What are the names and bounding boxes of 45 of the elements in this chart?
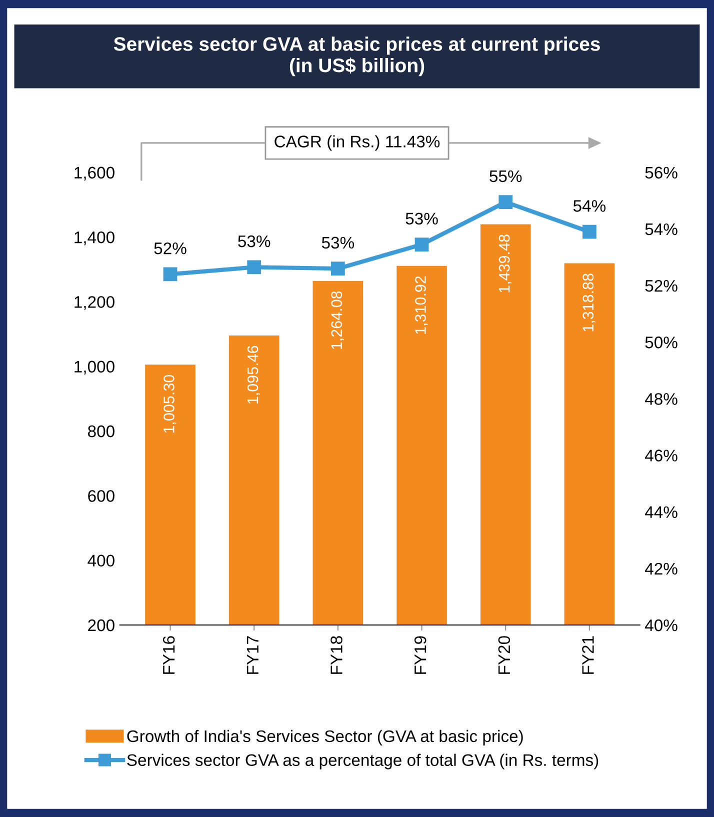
x-tick-label: FY19 (414, 636, 426, 674)
point (582, 224, 596, 239)
x-tick-label: FY20 (498, 636, 510, 674)
data-label: 55% (490, 170, 522, 182)
data-label: 1,318.88 (582, 274, 596, 332)
y2-tick-label: 46% (644, 450, 678, 462)
data-label: 53% (238, 235, 270, 248)
y-tick-label: 800 (88, 425, 114, 438)
y2-tick-label: 48% (644, 393, 678, 405)
point (498, 195, 513, 210)
x-tick-label: FY17 (246, 636, 258, 674)
data-label: 1,310.92 (415, 276, 428, 334)
point (330, 262, 345, 276)
y-tick-label: 400 (88, 554, 114, 567)
y2-tick-label: 44% (644, 506, 678, 518)
x-tick-label: FY18 (330, 636, 342, 674)
data-label: 1,005.30 (164, 374, 176, 433)
x-tick-label: FY16 (162, 636, 175, 674)
data-label: 53% (322, 236, 354, 249)
point (414, 238, 429, 252)
chart-title: Services sector GVA at basic prices at current prices (in US$ billion) (114, 36, 600, 76)
data-label: 54% (573, 200, 606, 212)
y2-tick-label: 50% (645, 336, 678, 348)
y2-tick-label: 42% (644, 562, 678, 575)
y2-tick-label: 56% (645, 166, 678, 179)
data-label: 1,264.08 (331, 291, 344, 349)
data-label: 52% (154, 242, 186, 254)
y2-tick-label: 40% (644, 619, 678, 632)
data-label: 1,439.48 (498, 234, 512, 292)
y-tick-label: 1,000 (74, 360, 114, 375)
legend-label: Growth of India's Services Sector (GVA at basic price) (127, 730, 523, 746)
point (247, 260, 262, 274)
text: CAGR (in Rs.) 11.43% (274, 135, 440, 151)
data-label: 1,095.46 (247, 346, 260, 404)
y-tick-label: 1,400 (74, 231, 114, 246)
y-tick-label: 600 (88, 490, 114, 502)
y-tick-label: 200 (88, 619, 114, 632)
y2-tick-label: 52% (645, 280, 678, 292)
point (163, 267, 178, 282)
data-label: 53% (406, 212, 438, 225)
legend-label: Services sector GVA as a percentage of total GVA (in Rs. terms) (127, 754, 598, 770)
y2-tick-label: 54% (645, 223, 678, 236)
x-tick-label: FY21 (582, 636, 594, 674)
y-tick-label: 1,200 (74, 296, 114, 310)
y-tick-label: 1,600 (74, 166, 114, 181)
